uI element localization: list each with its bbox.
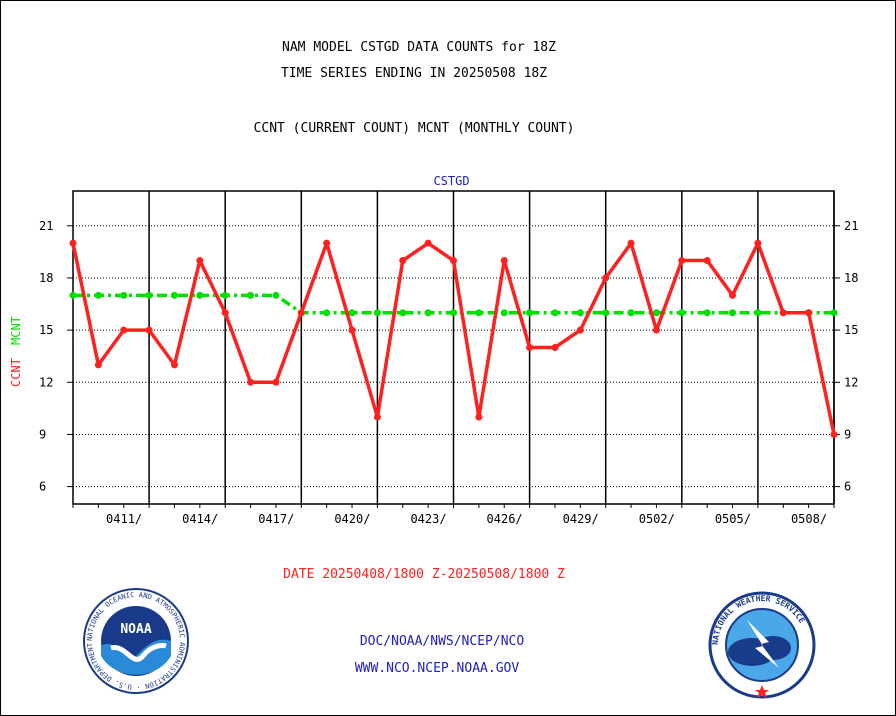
- x-tick-label: 0505/: [715, 512, 751, 526]
- data-point-mcnt: [272, 291, 280, 299]
- data-point-mcnt: [627, 309, 635, 317]
- data-point-ccnt: [805, 309, 813, 317]
- data-point-mcnt: [703, 309, 711, 317]
- plot-frame: [72, 190, 835, 505]
- noaa-logo: NATIONAL OCEANIC AND ATMOSPHERIC ADMINIS…: [81, 586, 189, 694]
- data-point-mcnt: [576, 309, 584, 317]
- data-point-ccnt: [297, 309, 305, 317]
- line-chart: 6 6 9 9 12 12 15 15 18 18 21 21 0411/0414/0417/0420/…: [9, 174, 858, 526]
- data-point-ccnt: [247, 378, 255, 386]
- date-range-label: DATE 20250408/1800 Z-20250508/1800 Z: [283, 567, 565, 582]
- data-point-ccnt: [500, 257, 508, 265]
- y-tick-label-left: 12: [39, 375, 53, 389]
- data-point-mcnt: [500, 309, 508, 317]
- data-point-mcnt: [348, 309, 356, 317]
- y-tick-label-left: 15: [39, 323, 53, 337]
- y-tick-label-right: 12: [844, 375, 858, 389]
- data-point-ccnt: [576, 326, 584, 334]
- y-tick-label-right: 6: [844, 480, 851, 494]
- y-tick-label-left: 6: [39, 480, 46, 494]
- data-point-mcnt: [399, 309, 407, 317]
- data-point-mcnt: [247, 291, 255, 299]
- data-point-ccnt: [399, 257, 407, 265]
- data-point-ccnt: [145, 326, 153, 334]
- data-point-ccnt: [272, 378, 280, 386]
- data-point-mcnt: [754, 309, 762, 317]
- data-point-ccnt: [551, 344, 559, 351]
- data-point-mcnt: [830, 309, 838, 317]
- data-point-ccnt: [754, 239, 762, 247]
- y-tick-label-right: 18: [844, 271, 858, 285]
- data-point-mcnt: [323, 309, 331, 317]
- data-point-mcnt: [196, 291, 204, 299]
- data-point-mcnt: [526, 309, 534, 317]
- chart-title-line2: TIME SERIES ENDING IN 20250508 18Z: [280, 66, 548, 81]
- y-axis-label-mcnt: MCNT: [9, 316, 23, 345]
- data-point-mcnt: [221, 291, 229, 299]
- data-point-ccnt: [373, 413, 381, 421]
- data-point-mcnt: [120, 291, 128, 299]
- data-point-ccnt: [602, 274, 610, 282]
- data-point-ccnt: [678, 257, 686, 265]
- org-line: DOC/NOAA/NWS/NCEP/NCO: [359, 634, 525, 649]
- y-tick-label-right: 9: [844, 427, 851, 441]
- panel-label: CSTGD: [433, 174, 469, 188]
- data-point-ccnt: [652, 326, 660, 334]
- data-point-ccnt: [94, 361, 102, 369]
- x-tick-label: 0429/: [563, 512, 599, 526]
- nws-logo: NATIONAL WEATHER SERVICE: [708, 591, 816, 699]
- data-point-mcnt: [145, 291, 153, 299]
- data-point-mcnt: [170, 291, 178, 299]
- y-tick-label-left: 18: [39, 271, 53, 285]
- data-point-mcnt: [69, 291, 77, 299]
- data-point-ccnt: [170, 361, 178, 369]
- chart-subtitle: CCNT (CURRENT COUNT) MCNT (MONTHLY COUNT…: [253, 121, 575, 136]
- data-point-ccnt: [424, 239, 432, 247]
- data-point-mcnt: [424, 309, 432, 317]
- y-axis-label-ccnt: CCNT: [9, 358, 23, 387]
- y-tick-label-right: 15: [844, 323, 858, 337]
- x-tick-label: 0426/: [487, 512, 523, 526]
- data-point-mcnt: [678, 309, 686, 317]
- data-point-ccnt: [729, 291, 737, 299]
- data-point-ccnt: [703, 257, 711, 265]
- y-tick-label-left: 9: [39, 427, 46, 441]
- data-point-mcnt: [652, 309, 660, 317]
- data-point-ccnt: [779, 309, 787, 317]
- chart-title-line1: NAM MODEL CSTGD DATA COUNTS for 18Z: [282, 40, 556, 55]
- data-point-ccnt: [69, 239, 77, 247]
- data-point-ccnt: [450, 257, 457, 265]
- data-point-ccnt: [475, 413, 483, 421]
- x-tick-label: 0508/: [791, 512, 827, 526]
- data-point-ccnt: [830, 430, 838, 438]
- y-tick-label-left: 21: [39, 219, 53, 233]
- data-point-ccnt: [221, 309, 229, 317]
- data-point-mcnt: [551, 309, 559, 317]
- x-tick-label: 0420/: [334, 512, 370, 526]
- x-tick-label: 0417/: [258, 512, 294, 526]
- website-link[interactable]: WWW.NCO.NCEP.NOAA.GOV: [354, 661, 520, 676]
- data-point-mcnt: [373, 309, 381, 317]
- data-point-ccnt: [627, 239, 635, 247]
- data-point-ccnt: [120, 326, 128, 334]
- data-point-mcnt: [602, 309, 610, 317]
- noaa-logo-text: NOAA: [120, 622, 151, 637]
- data-point-mcnt: [475, 309, 483, 317]
- data-point-ccnt: [323, 239, 331, 247]
- y-tick-label-right: 21: [844, 219, 858, 233]
- data-point-mcnt: [94, 291, 102, 299]
- data-point-ccnt: [348, 326, 356, 334]
- x-tick-label: 0423/: [410, 512, 446, 526]
- x-tick-label: 0414/: [182, 512, 218, 526]
- data-point-mcnt: [450, 309, 457, 317]
- data-point-mcnt: [729, 309, 737, 317]
- data-point-ccnt: [526, 344, 534, 351]
- x-tick-label: 0411/: [106, 512, 142, 526]
- data-point-ccnt: [196, 257, 204, 265]
- x-tick-label: 0502/: [639, 512, 675, 526]
